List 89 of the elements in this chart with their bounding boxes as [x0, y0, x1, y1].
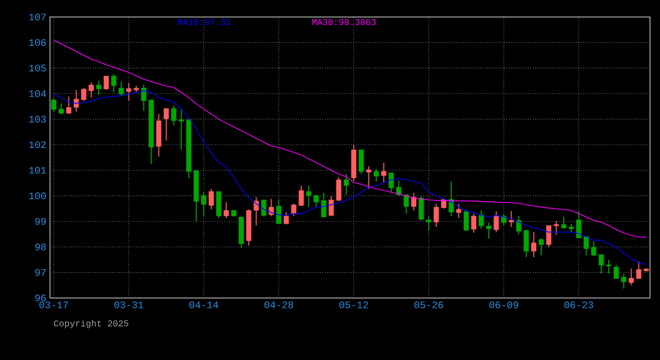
candlestick — [426, 216, 432, 231]
candlestick — [374, 168, 379, 182]
candlestick — [531, 232, 536, 258]
candlestick — [268, 198, 274, 217]
candlestick — [614, 264, 619, 280]
candlestick — [561, 216, 566, 230]
y-tick-label: 99 — [35, 218, 46, 225]
x-tick-label: 05-12 — [339, 302, 368, 308]
y-tick-label: 106 — [29, 39, 46, 46]
candlestick — [51, 98, 56, 113]
candlestick — [314, 194, 319, 208]
candlestick — [381, 162, 386, 183]
x-tick-label: 06-23 — [564, 302, 594, 308]
candlestick — [546, 224, 552, 248]
candlestick — [88, 82, 94, 98]
candlestick — [621, 273, 626, 290]
candlestick — [591, 240, 596, 257]
y-tick-label: 103 — [29, 116, 46, 123]
x-tick-label: 04-28 — [264, 302, 294, 308]
candlestick — [276, 198, 282, 224]
candlestick — [516, 215, 522, 236]
y-tick-label: 105 — [29, 64, 46, 72]
x-tick-label: 05-26 — [414, 302, 444, 308]
candlestick — [464, 208, 469, 232]
candlestick — [358, 149, 364, 174]
candlestick — [538, 237, 544, 256]
y-tick-label: 101 — [29, 166, 46, 174]
candlestick — [284, 212, 289, 225]
candlestick — [261, 199, 266, 218]
candlestick — [164, 108, 169, 142]
candlestick — [66, 96, 72, 115]
candlestick — [524, 230, 529, 258]
candlestick — [96, 80, 102, 96]
candlestick — [396, 180, 402, 196]
candlestick — [306, 185, 312, 208]
x-tick-label: 04-14 — [189, 302, 218, 308]
candlestick — [336, 176, 342, 202]
candlestick — [478, 210, 484, 230]
candlestick — [576, 210, 582, 238]
y-tick-label: 102 — [29, 141, 46, 148]
candlestick — [126, 82, 132, 102]
x-tick-label: 03-17 — [39, 302, 68, 308]
candlestick — [201, 192, 206, 216]
candlestick — [224, 202, 229, 219]
candlestick — [456, 203, 462, 219]
text: MA30:98.3863 — [312, 19, 376, 26]
candlestick — [254, 196, 259, 226]
y-tick-label: 107 — [29, 14, 46, 20]
candlestick — [141, 84, 146, 112]
candlestick — [111, 73, 116, 93]
y-tick-label: 104 — [29, 90, 46, 98]
x-tick-label: 03-31 — [114, 302, 144, 308]
text: MA10:97.31 — [178, 19, 231, 26]
candlestick — [344, 173, 349, 196]
candlestick — [404, 194, 409, 214]
candlestick — [411, 192, 416, 211]
candlestick — [118, 80, 124, 96]
candlestick — [628, 268, 634, 286]
candlestick — [494, 210, 499, 233]
candlestick — [291, 203, 296, 216]
candlestick — [208, 188, 214, 210]
candlestick — [171, 105, 176, 126]
candlestick — [321, 192, 326, 218]
candlestick — [388, 172, 394, 193]
x-tick-label: 06-09 — [489, 302, 518, 308]
y-tick-label: 96 — [35, 294, 46, 302]
y-tick-label: 97 — [35, 269, 46, 276]
candlestick — [74, 90, 79, 112]
candlestick — [636, 260, 642, 280]
candlestick — [104, 76, 109, 90]
candlestick — [471, 213, 476, 234]
candlestick — [554, 220, 559, 236]
candlestick — [584, 236, 589, 256]
candlestick — [81, 88, 86, 102]
candlestick — [418, 196, 424, 221]
candlestick — [448, 181, 454, 216]
candlestick — [366, 166, 372, 190]
candlestick — [58, 102, 64, 116]
y-tick-label: 98 — [35, 244, 46, 250]
y-tick-label: 100 — [29, 192, 46, 200]
candlestick — [606, 259, 612, 274]
candlestick — [328, 196, 334, 217]
candlestick — [598, 254, 604, 274]
candlestick — [486, 222, 492, 240]
candlestick — [178, 109, 184, 150]
candlestick — [298, 185, 304, 207]
candlestick — [508, 210, 514, 228]
text: Copyright 2025 — [54, 320, 128, 328]
candlestick — [434, 203, 439, 228]
